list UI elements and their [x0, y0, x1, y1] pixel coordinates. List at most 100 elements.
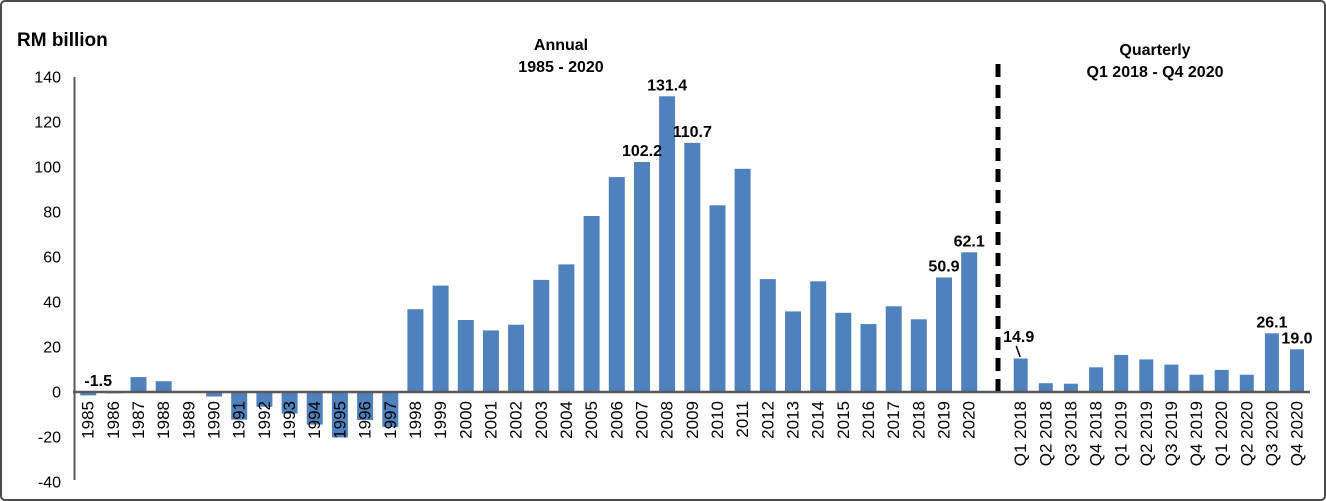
x-label-1999: 1999 [431, 401, 450, 439]
data-label-2020: 62.1 [954, 233, 985, 250]
bar-1985 [80, 392, 97, 396]
x-label-2003: 2003 [532, 401, 551, 439]
x-label-1995: 1995 [330, 401, 349, 439]
bar-1987 [130, 377, 147, 392]
quarterly-title-line: Quarterly [1119, 42, 1191, 59]
y-tick-140: 140 [34, 70, 61, 87]
bar-2002 [508, 324, 525, 392]
bar-q2-2019 [1139, 359, 1154, 392]
x-label-2009: 2009 [683, 401, 702, 439]
bar-1991 [231, 392, 248, 420]
x-label-2002: 2002 [507, 401, 526, 439]
bar-1988 [155, 381, 172, 392]
y-tick-80: 80 [43, 205, 61, 222]
bar-q2-2020 [1239, 374, 1254, 392]
bar-2006 [608, 177, 625, 392]
data-label-2007: 102.2 [622, 143, 662, 160]
x-label-q4-2019: Q4 2019 [1187, 401, 1206, 466]
quarterly-panel-title: Quarterly Q1 2018 - Q4 2020 [1025, 40, 1285, 84]
bar-2005 [583, 216, 600, 392]
x-label-2020: 2020 [960, 401, 979, 439]
annual-title-line: Annual [533, 37, 589, 54]
label-leader-line-q1-2018 [1015, 345, 1021, 358]
bar-q3-2019 [1164, 364, 1179, 392]
x-label-2014: 2014 [809, 401, 828, 439]
x-label-q2-2018: Q2 2018 [1036, 401, 1055, 466]
y-tick-60: 60 [43, 250, 61, 267]
bar-2018 [910, 319, 927, 392]
x-label-1991: 1991 [230, 401, 249, 439]
x-label-q3-2020: Q3 2020 [1262, 401, 1281, 466]
bar-2007 [634, 162, 650, 392]
bar-q3-2018 [1063, 383, 1078, 392]
bar-2015 [835, 312, 852, 392]
x-label-1987: 1987 [129, 401, 148, 439]
x-label-2008: 2008 [658, 401, 677, 439]
data-label-q1-2018: 14.9 [1003, 329, 1034, 346]
x-label-1997: 1997 [381, 401, 400, 439]
x-label-1996: 1996 [356, 401, 375, 439]
y-tick-100: 100 [34, 160, 61, 177]
x-label-2005: 2005 [582, 401, 601, 439]
x-label-q3-2019: Q3 2019 [1162, 401, 1181, 466]
y-tick-20: 20 [43, 340, 61, 357]
x-label-1988: 1988 [154, 401, 173, 439]
y-tick--20: -20 [38, 430, 61, 447]
x-label-2004: 2004 [557, 401, 576, 439]
y-tick--40: -40 [38, 475, 61, 492]
bar-2017 [885, 306, 902, 392]
bar-1990 [206, 392, 223, 397]
x-label-2018: 2018 [909, 401, 928, 439]
bar-1993 [281, 392, 298, 414]
x-label-1986: 1986 [104, 401, 123, 439]
x-label-q2-2019: Q2 2019 [1137, 401, 1156, 466]
bar-1998 [407, 309, 424, 392]
annual-subtitle-line: 1985 - 2020 [518, 59, 604, 76]
x-label-q1-2019: Q1 2019 [1112, 401, 1131, 466]
bar-2019 [936, 277, 952, 392]
bar-1995 [331, 392, 348, 438]
data-label-q4-2020: 19.0 [1281, 330, 1312, 347]
bar-q1-2018 [1013, 358, 1028, 392]
y-tick-120: 120 [34, 115, 61, 132]
bar-1994 [306, 392, 323, 425]
bar-2020 [961, 252, 978, 392]
quarterly-subtitle-line: Q1 2018 - Q4 2020 [1086, 64, 1224, 81]
bar-2000 [457, 320, 474, 392]
x-label-1992: 1992 [255, 401, 274, 439]
x-label-q2-2020: Q2 2020 [1237, 401, 1256, 466]
bar-q1-2019 [1114, 354, 1129, 392]
data-label-1985: -1.5 [84, 373, 112, 390]
x-label-2001: 2001 [481, 401, 500, 439]
x-label-2000: 2000 [456, 401, 475, 439]
x-label-q4-2018: Q4 2018 [1087, 401, 1106, 466]
x-label-2007: 2007 [632, 401, 651, 439]
x-label-q1-2020: Q1 2020 [1212, 401, 1231, 466]
data-label-2009: 110.7 [673, 124, 712, 141]
bar-q2-2018 [1038, 383, 1053, 392]
data-label-2008: 131.4 [647, 77, 687, 94]
x-label-2016: 2016 [859, 401, 878, 439]
x-label-q1-2018: Q1 2018 [1011, 401, 1030, 466]
x-label-1998: 1998 [406, 401, 425, 439]
x-label-q4-2020: Q4 2020 [1288, 401, 1307, 466]
bar-2010 [709, 205, 726, 393]
x-label-2019: 2019 [935, 401, 954, 439]
bar-2016 [860, 324, 877, 393]
bar-2013 [785, 311, 801, 392]
bar-q4-2020 [1290, 349, 1304, 393]
annual-panel-title: Annual 1985 - 2020 [431, 35, 691, 79]
bar-q4-2019 [1189, 374, 1204, 392]
bar-q4-2018 [1089, 367, 1104, 393]
x-label-2012: 2012 [758, 401, 777, 439]
bar-1999 [432, 285, 449, 392]
x-label-1994: 1994 [305, 401, 324, 439]
bar-2012 [759, 279, 776, 393]
x-label-2013: 2013 [783, 401, 802, 439]
bar-2011 [734, 168, 751, 392]
x-label-1993: 1993 [280, 401, 299, 439]
bar-2009 [684, 142, 701, 392]
data-label-q3-2020: 26.1 [1256, 314, 1287, 331]
